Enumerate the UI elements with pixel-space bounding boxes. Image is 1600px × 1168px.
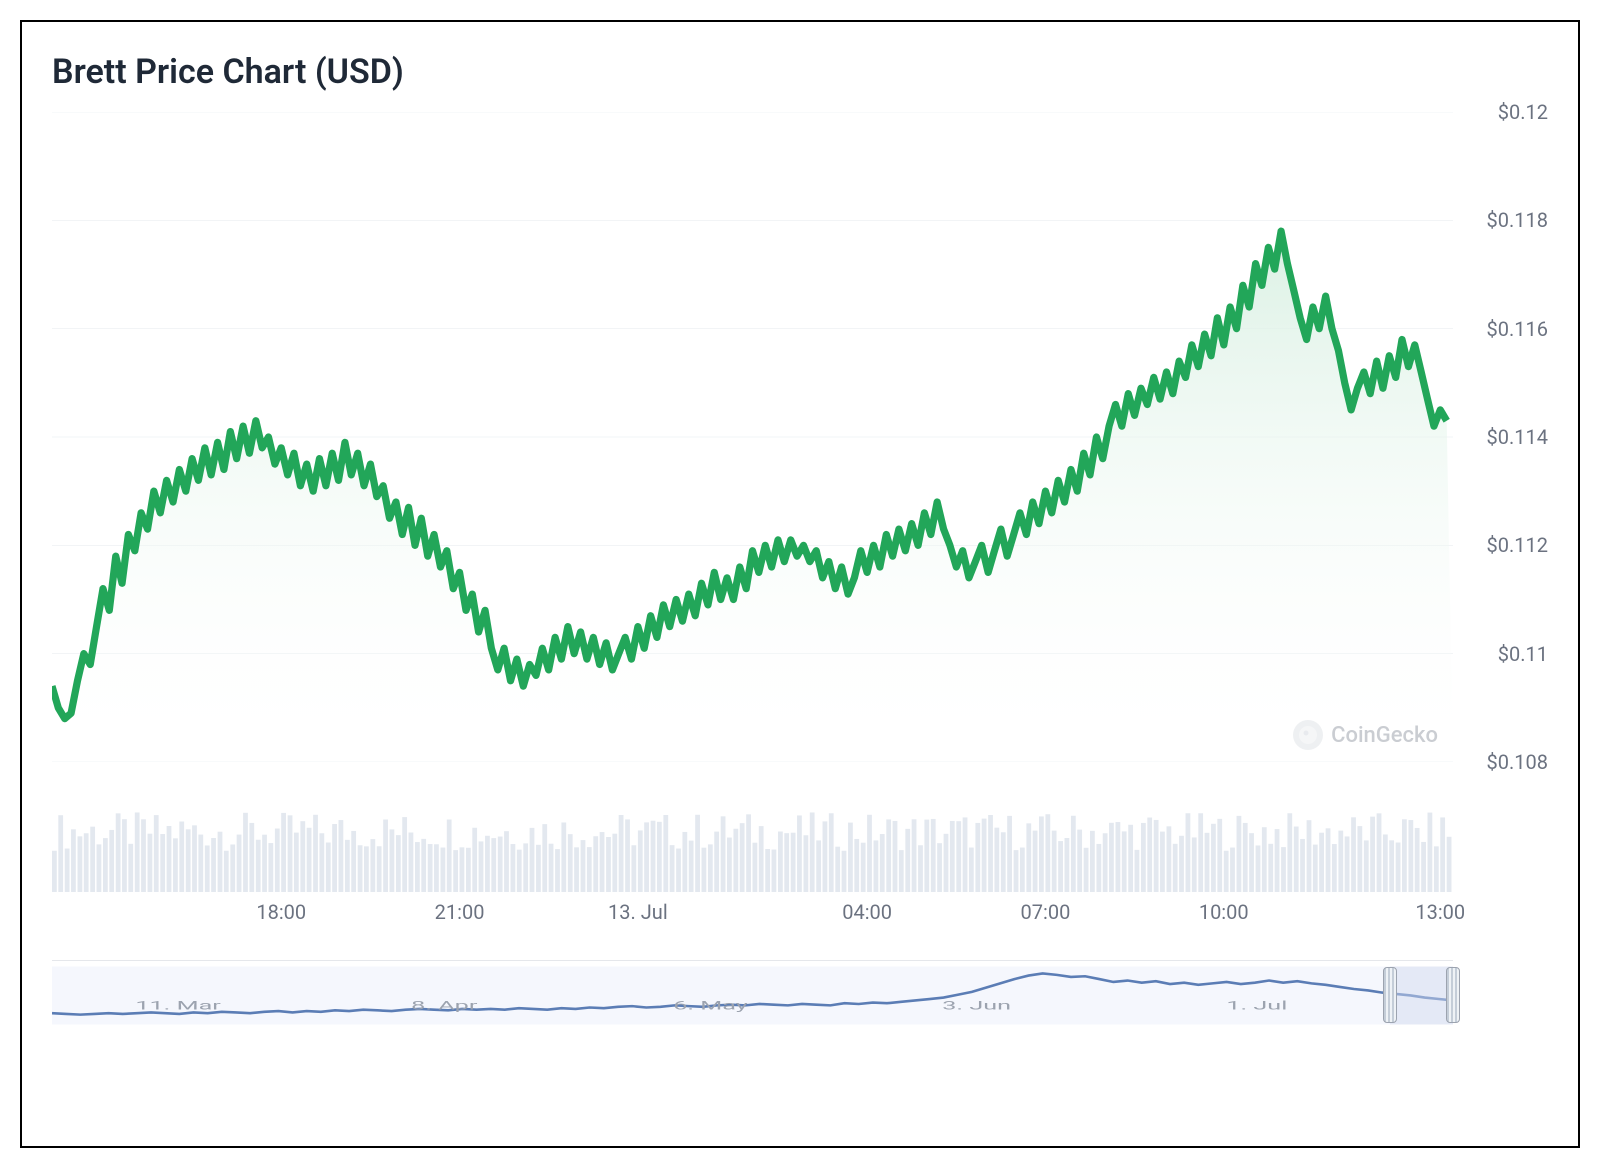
navigator-tick-label: 1. Jul xyxy=(1226,998,1287,1012)
price-chart-card: Brett Price Chart (USD) $0.12 $0.118 $0.11… xyxy=(20,20,1580,1148)
x-tick-label: 13:00 xyxy=(1415,900,1465,924)
x-tick-label: 07:00 xyxy=(1021,900,1071,924)
chart-title: Brett Price Chart (USD) xyxy=(52,52,1548,92)
navigator-tick-label: 11. Mar xyxy=(135,998,221,1012)
navigator-handle-right[interactable] xyxy=(1446,967,1460,1023)
navigator-handle-left[interactable] xyxy=(1383,967,1397,1023)
watermark-text: CoinGecko xyxy=(1331,723,1438,748)
volume-bars xyxy=(52,782,1453,892)
x-tick-label: 04:00 xyxy=(842,900,892,924)
y-tick-label: $0.11 xyxy=(1458,642,1548,666)
y-tick-label: $0.108 xyxy=(1458,750,1548,774)
y-tick-label: $0.118 xyxy=(1458,208,1548,232)
volume-chart-area xyxy=(52,782,1453,892)
y-axis: $0.12$0.118$0.116$0.114$0.112$0.11$0.108 xyxy=(1458,112,1548,762)
navigator-tick-label: 8. Apr xyxy=(411,998,478,1012)
main-chart-area[interactable]: $0.12$0.118$0.116$0.114$0.112$0.11$0.108… xyxy=(52,112,1548,762)
y-tick-label: $0.114 xyxy=(1458,425,1548,449)
watermark: CoinGecko xyxy=(1293,720,1438,750)
y-tick-label: $0.12 xyxy=(1458,100,1548,124)
x-tick-label: 21:00 xyxy=(435,900,485,924)
x-tick-label: 10:00 xyxy=(1199,900,1249,924)
x-axis: 18:0021:0013. Jul04:0007:0010:0013:00 xyxy=(52,900,1453,930)
x-tick-label: 13. Jul xyxy=(608,900,668,924)
navigator-tick-label: 6. May xyxy=(673,998,748,1012)
navigator[interactable]: 11. Mar 8. Apr 6. May 3. Jun 1. Jul xyxy=(52,960,1453,1030)
price-line-chart xyxy=(52,112,1453,762)
x-tick-label: 18:00 xyxy=(256,900,306,924)
coingecko-icon xyxy=(1293,720,1323,750)
y-tick-label: $0.112 xyxy=(1458,533,1548,557)
navigator-chart: 11. Mar 8. Apr 6. May 3. Jun 1. Jul xyxy=(52,961,1453,1030)
navigator-tick-label: 3. Jun xyxy=(942,998,1011,1012)
y-tick-label: $0.116 xyxy=(1458,317,1548,341)
